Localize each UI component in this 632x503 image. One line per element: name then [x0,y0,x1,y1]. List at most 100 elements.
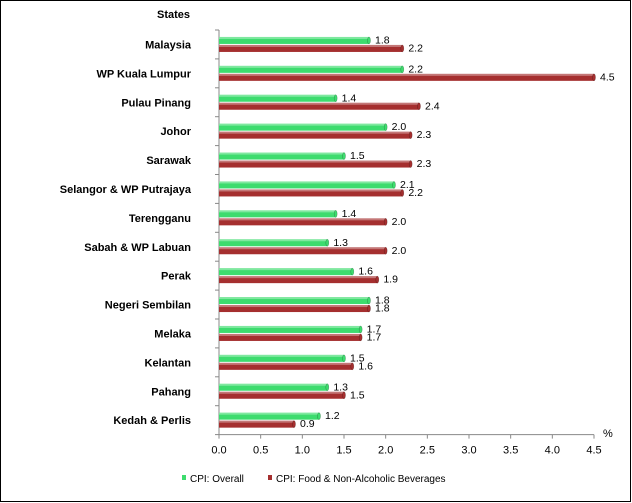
bar-highlight [219,94,336,97]
category-label: Terengganu [129,213,191,225]
bar-overall [219,36,369,44]
bar-highlight [219,362,353,365]
bar-highlight [219,123,386,126]
bar-end-cap [408,131,413,139]
legend-swatch-overall [182,475,186,480]
x-tick-label: 4.0 [545,445,560,457]
data-label-overall: 1.8 [375,34,390,46]
legend: CPI: Overall CPI: Food & Non-Alcoholic B… [182,474,446,485]
legend-label-overall: CPI: Overall [190,474,244,485]
category-label: WP Kuala Lumpur [96,68,191,80]
bar-highlight [219,391,344,394]
bar-end-cap [325,239,330,247]
bar-end-cap [400,189,405,197]
x-tick-label: 1.5 [336,445,351,457]
bar-end-cap [367,296,371,305]
bar-overall [219,297,369,305]
bar-highlight [219,420,294,423]
bar-end-cap [375,275,380,284]
bar-highlight [219,268,353,271]
bar-highlight [219,383,328,386]
bar-overall [219,152,344,160]
bar-highlight [219,73,594,76]
data-label-overall: 1.2 [325,410,340,422]
bar-highlight [219,297,369,300]
x-tick-label: 2.5 [420,445,435,457]
bar-end-cap [417,102,421,110]
bar-food [219,333,361,341]
bar-end-cap [333,210,338,218]
bar-food [219,362,353,370]
category-label: Kedah & Perlis [113,415,191,427]
bar-overall [219,354,344,362]
bar-highlight [219,218,386,221]
bar-food [219,102,419,110]
bar-end-cap [333,94,338,102]
bar-food [219,247,386,255]
data-label-food: 1.9 [383,274,398,286]
category-label: Melaka [154,328,192,340]
bar-overall [219,210,336,218]
data-label-food: 2.0 [392,245,407,257]
bar-highlight [219,305,369,308]
bar-end-cap [292,420,296,428]
y-axis-title: States [157,9,190,21]
category-label: Perak [161,271,192,283]
bar-highlight [219,44,403,47]
x-tick-label: 1.0 [295,445,310,457]
bar-food [219,160,411,168]
category-label: Kelantan [145,357,192,369]
bar-end-cap [367,304,371,313]
data-label-food: 2.2 [408,187,423,199]
bar-overall [219,412,319,420]
x-tick-label: 3.5 [503,445,518,457]
bar-end-cap [408,160,413,168]
bar-highlight [219,354,344,357]
bar-food [219,391,344,399]
legend-item-overall: CPI: Overall [182,474,244,485]
bar-end-cap [358,333,363,342]
data-label-food: 4.5 [600,71,615,83]
category-label: Negeri Sembilan [105,300,191,312]
category-label: Selangor & WP Putrajaya [60,184,192,196]
bar-end-cap [383,123,388,131]
bar-end-cap [342,391,346,399]
data-label-overall: 1.6 [358,266,373,278]
category-label: Pahang [151,386,191,398]
bar-overall [219,268,353,276]
bar-overall [219,123,386,131]
bar-overall [219,181,394,189]
bar-highlight [219,210,336,213]
bar-highlight [219,160,411,163]
bar-food [219,189,403,197]
x-axis-unit: % [603,428,613,440]
data-label-overall: 1.8 [375,295,390,307]
data-label-food: 2.3 [417,129,432,141]
bar-end-cap [367,36,371,45]
bar-highlight [219,412,319,415]
data-label-food: 1.8 [375,303,390,315]
category-label: Johor [160,126,191,138]
data-label-overall: 2.1 [400,179,415,191]
x-tick-label: 0.5 [253,445,268,457]
data-label-overall: 1.3 [333,237,348,249]
data-label-food: 2.3 [417,158,432,170]
data-label-food: 1.5 [350,389,365,401]
bar-end-cap [400,65,405,74]
bar-end-cap [350,362,355,371]
bar-food [219,305,369,313]
bar-food [219,131,411,139]
data-label-overall: 1.4 [342,208,357,220]
bar-overall [219,65,403,73]
bar-highlight [219,239,328,242]
bar-highlight [219,36,369,39]
data-label-overall: 2.2 [408,63,423,75]
bar-end-cap [342,354,346,363]
data-label-overall: 1.5 [350,150,365,162]
x-tick-label: 4.5 [586,445,601,457]
x-tick-label: 3.0 [461,445,476,457]
bar-end-cap [325,383,330,391]
data-label-food: 0.9 [300,418,315,430]
